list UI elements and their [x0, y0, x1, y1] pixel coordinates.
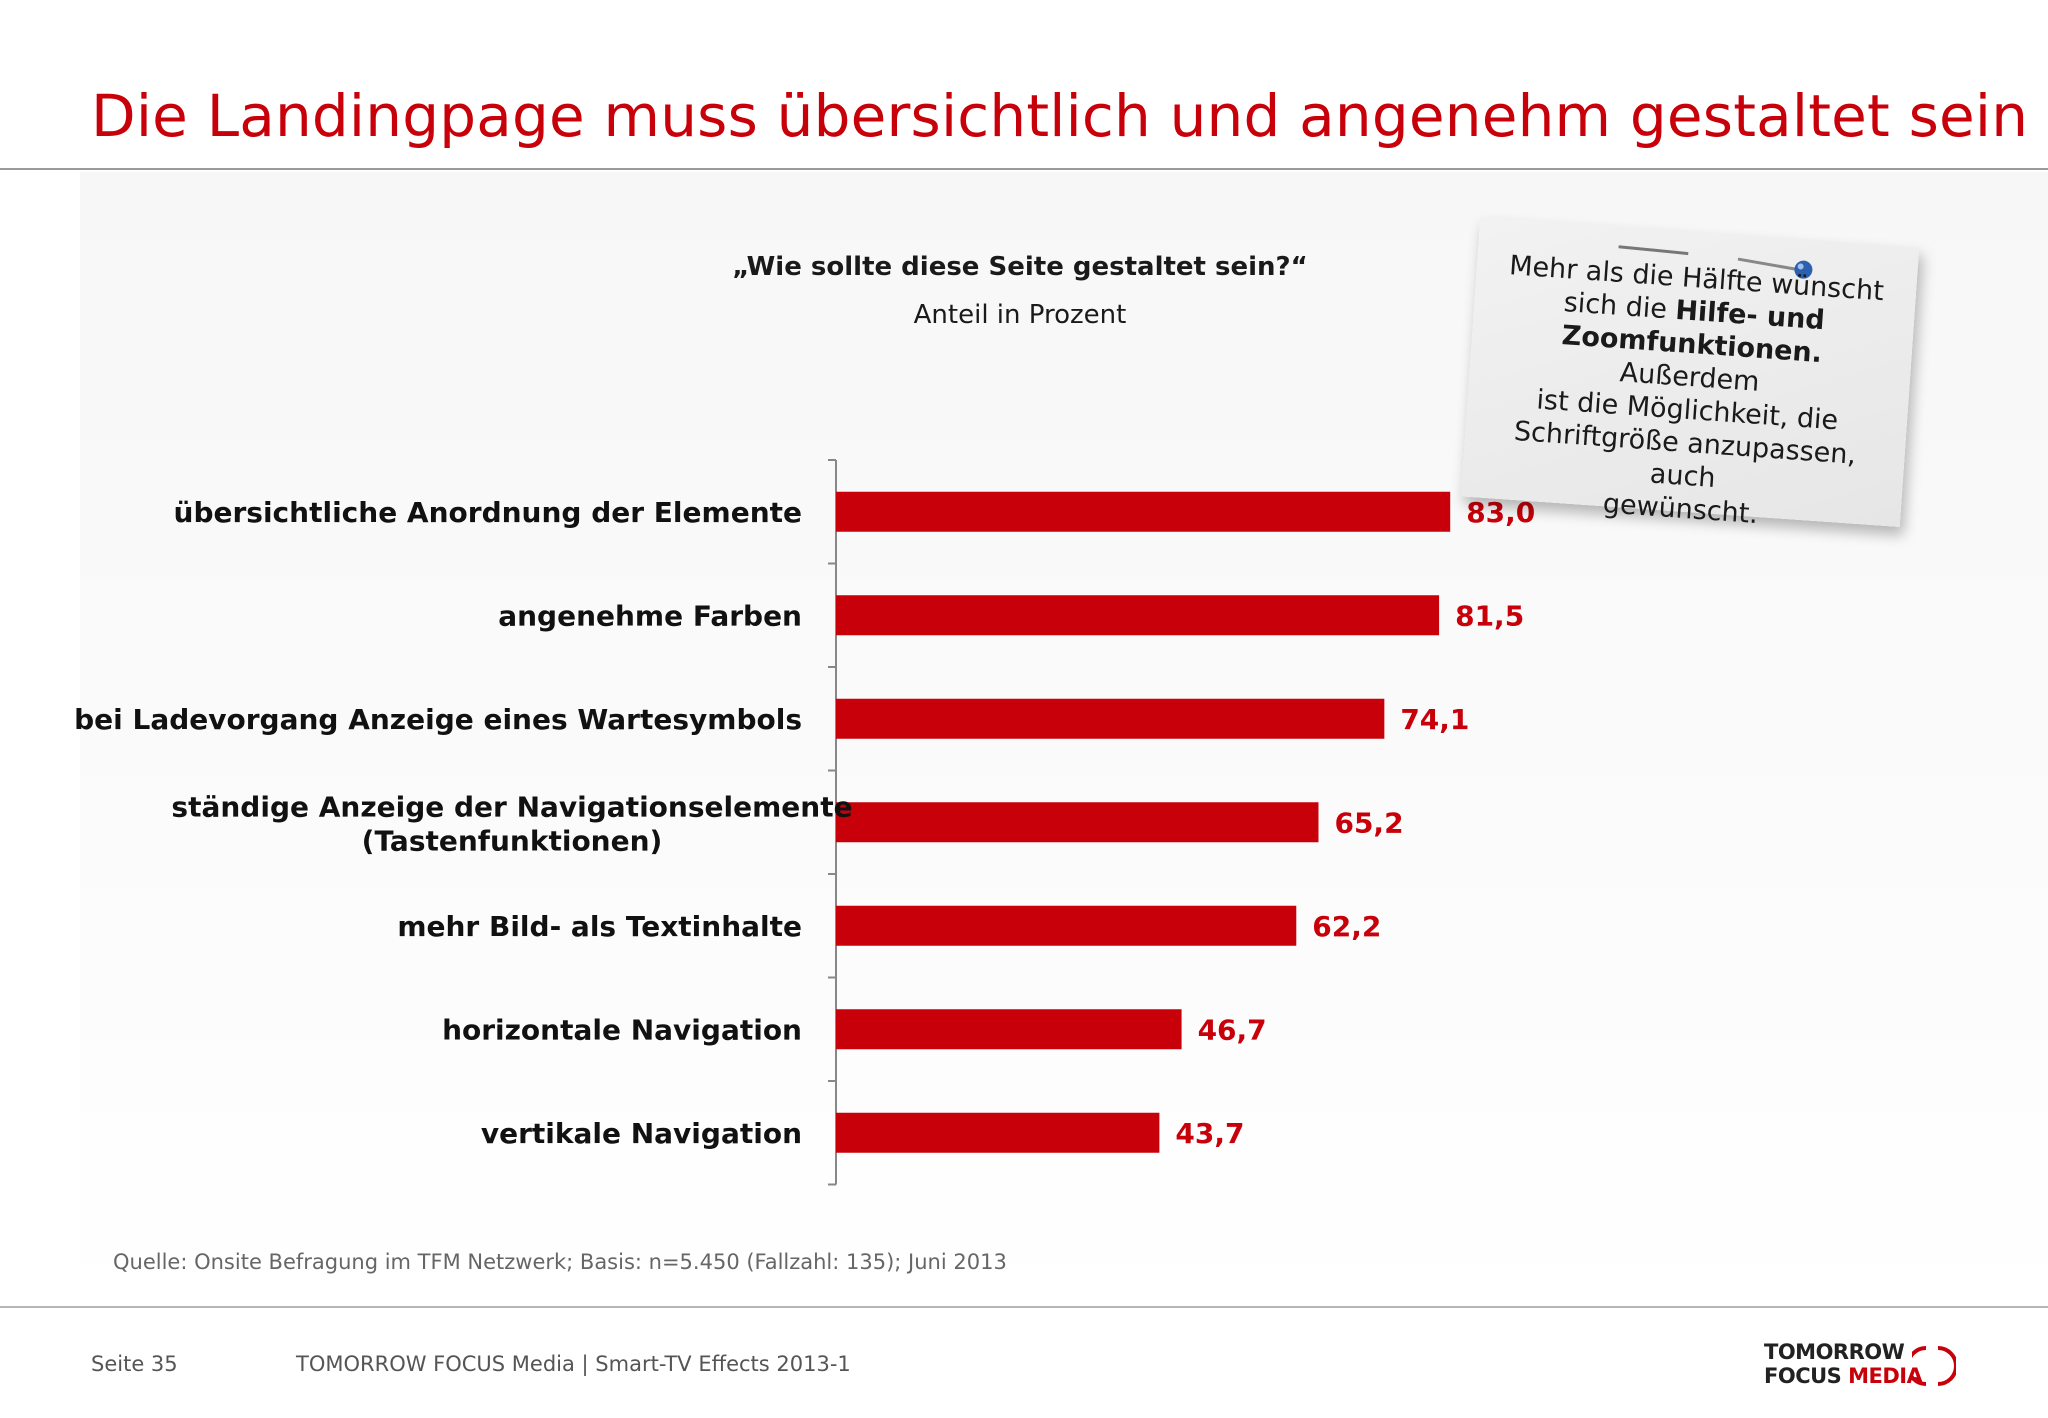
category-label: angenehme Farben [498, 599, 802, 632]
value-label: 65,2 [1334, 806, 1403, 839]
value-label: 83,0 [1466, 496, 1535, 529]
bar [836, 1009, 1182, 1050]
company-logo: TOMORROW FOCUS MEDIA [1764, 1340, 1964, 1390]
value-label: 46,7 [1198, 1013, 1267, 1046]
value-label: 62,2 [1312, 910, 1381, 943]
logo-line-2: FOCUS MEDIA [1764, 1364, 1923, 1388]
page-title: Die Landingpage muss übersichtlich und a… [91, 82, 2029, 150]
title-divider [0, 168, 2048, 170]
footer-caption: TOMORROW FOCUS Media | Smart-TV Effects … [296, 1352, 851, 1376]
value-label: 43,7 [1175, 1117, 1244, 1150]
footer-divider [0, 1306, 2048, 1308]
bar [836, 698, 1385, 739]
value-label: 81,5 [1455, 599, 1524, 632]
category-label: vertikale Navigation [481, 1117, 802, 1150]
category-label: horizontale Navigation [442, 1013, 802, 1046]
category-label: bei Ladevorgang Anzeige eines Wartesymbo… [74, 703, 802, 736]
category-label-line: ständige Anzeige der Navigationselemente [171, 790, 852, 823]
category-label-line: (Tastenfunktionen) [362, 824, 663, 857]
bar [836, 491, 1451, 532]
logo-line-1: TOMORROW [1764, 1340, 1905, 1364]
category-label: mehr Bild- als Textinhalte [397, 910, 802, 943]
category-label: ständige Anzeige der Navigationselemente… [171, 790, 852, 857]
sticky-note: Mehr als die Hälfte wünscht sich die Hil… [1460, 216, 1920, 530]
logo-word-focus: FOCUS [1764, 1364, 1849, 1388]
bar [836, 1112, 1160, 1153]
chart-question: „Wie sollte diese Seite gestaltet sein?“ [732, 252, 1308, 282]
bar [836, 905, 1297, 946]
logo-word-media: MEDIA [1848, 1364, 1923, 1388]
page-number: Seite 35 [91, 1352, 178, 1376]
category-label: übersichtliche Anordnung der Elemente [174, 496, 802, 529]
bar [836, 802, 1319, 843]
pushpin-icon [1618, 245, 1813, 279]
value-label: 74,1 [1400, 703, 1469, 736]
source-note: Quelle: Onsite Befragung im TFM Netzwerk… [113, 1250, 1007, 1274]
note-text: Mehr als die Hälfte wünscht sich die Hil… [1480, 248, 1897, 539]
bar [836, 595, 1440, 636]
chart-subtitle: Anteil in Prozent [913, 300, 1127, 330]
logo-bracket-icon [1912, 1346, 1956, 1386]
